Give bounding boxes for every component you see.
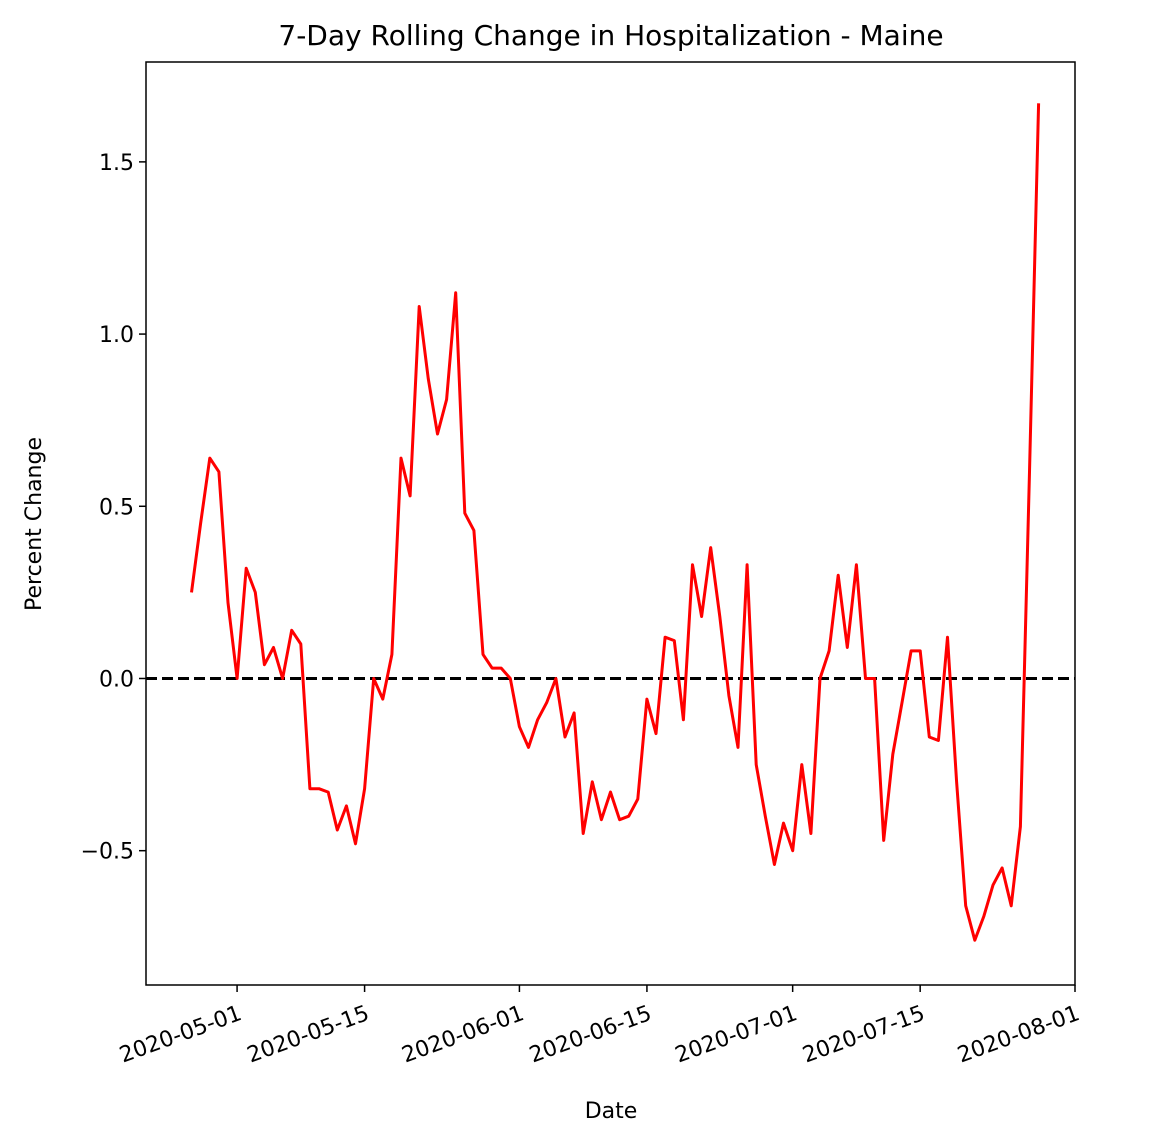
x-tick-label: 2020-06-15 xyxy=(526,1001,655,1068)
x-tick-label: 2020-07-15 xyxy=(800,1001,929,1068)
y-tick-label: 1.5 xyxy=(99,151,134,176)
y-tick-label: −0.5 xyxy=(81,840,134,865)
y-tick-label: 0.0 xyxy=(99,667,134,692)
x-tick-label: 2020-07-01 xyxy=(672,1001,801,1068)
plot-area xyxy=(145,61,1076,986)
y-axis-label: Percent Change xyxy=(22,437,47,611)
x-tick-label: 2020-05-01 xyxy=(116,1001,245,1068)
y-tick-label: 1.0 xyxy=(99,323,134,348)
x-tick-label: 2020-08-01 xyxy=(954,1001,1083,1068)
hospitalization-change-line xyxy=(190,103,1041,942)
x-tick-label: 2020-05-15 xyxy=(244,1001,373,1068)
y-tick-label: 0.5 xyxy=(99,495,134,520)
x-tick-label: 2020-06-01 xyxy=(399,1001,528,1068)
x-axis-label: Date xyxy=(585,1099,638,1124)
y-axis: −0.5 0.0 0.5 1.0 1.5 xyxy=(81,151,146,865)
chart-title: 7-Day Rolling Change in Hospitalization … xyxy=(278,19,943,52)
